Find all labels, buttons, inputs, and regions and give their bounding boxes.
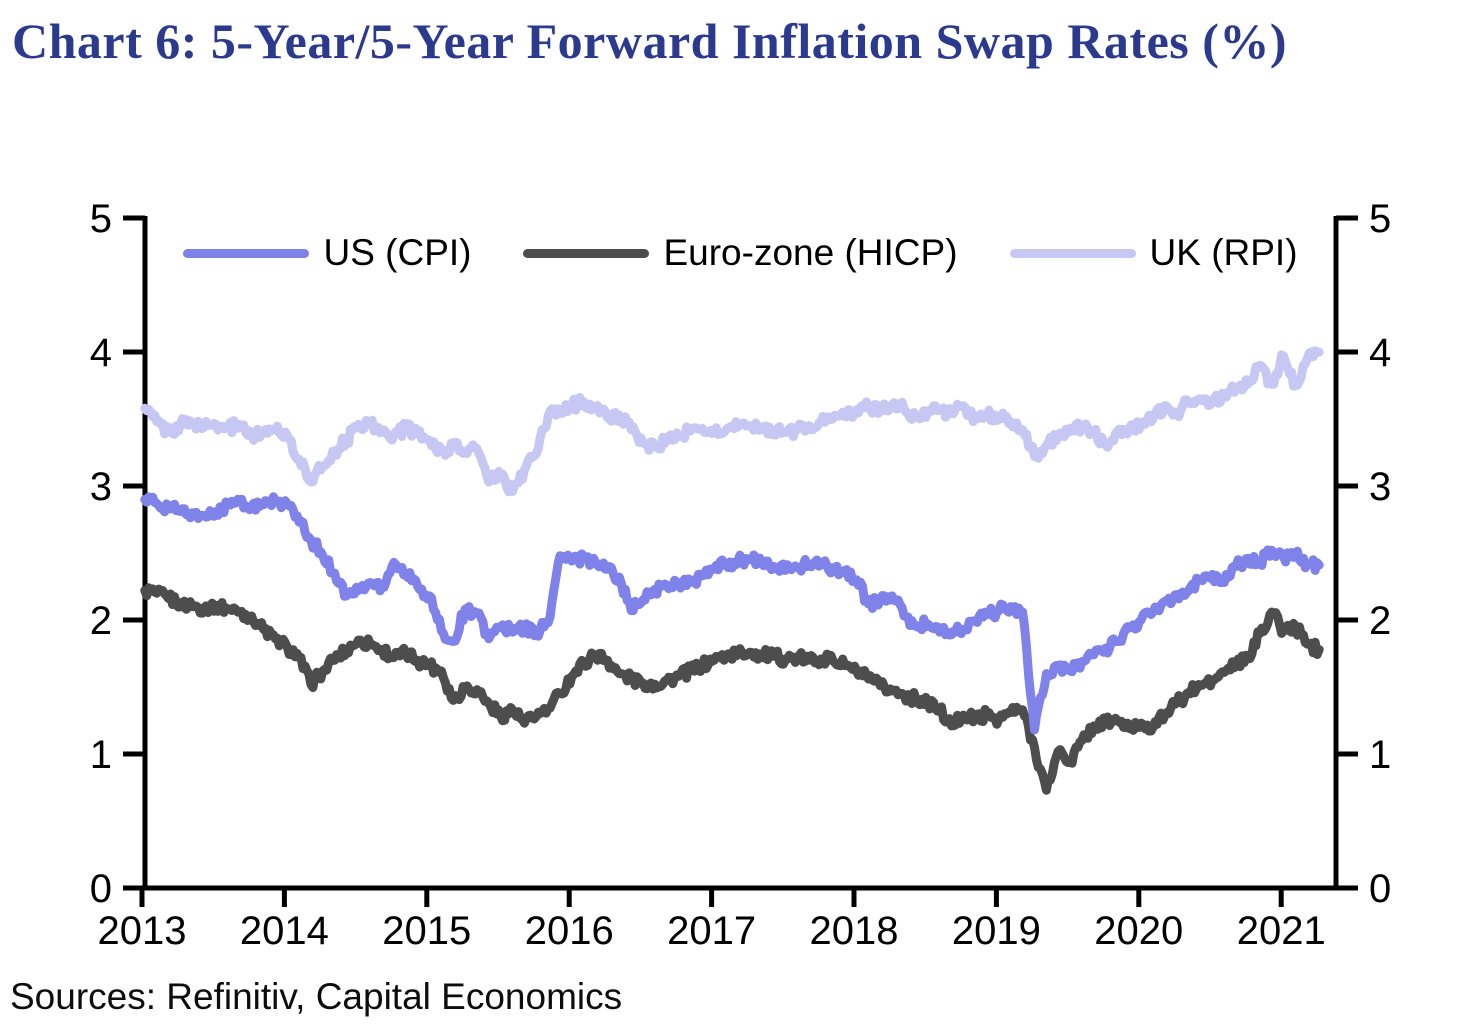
x-axis-tick-label: 2017 (667, 909, 756, 953)
legend-label-uk-rpi: UK (RPI) (1149, 232, 1298, 273)
x-axis-tick-label: 2019 (952, 909, 1041, 953)
x-axis-tick-label: 2013 (98, 909, 187, 953)
source-note: Sources: Refinitiv, Capital Economics (10, 976, 623, 1017)
y-axis-right-tick-label: 2 (1369, 599, 1391, 643)
uk-rpi-line-swatch (1009, 248, 1136, 258)
y-axis-right-tick-label: 5 (1369, 197, 1391, 241)
series-line-euro-zone-hicp (140, 583, 1324, 795)
legend-item-eurozone-hicp: Euro-zone (HICP) (523, 232, 958, 274)
y-axis-left-tick-label: 0 (90, 867, 112, 911)
x-axis-tick-label: 2018 (810, 909, 899, 953)
chart-title: Chart 6: 5-Year/5-Year Forward Inflation… (12, 13, 1288, 69)
series-line-uk-rpi (140, 346, 1324, 497)
eurozone-hicp-line-swatch (523, 248, 650, 258)
chart-legend: US (CPI) Euro-zone (HICP) UK (RPI) (145, 228, 1336, 278)
y-axis-right-tick-label: 4 (1369, 331, 1391, 375)
y-axis-left-tick-label: 3 (90, 465, 112, 509)
y-axis-left-tick-label: 5 (90, 197, 112, 241)
y-axis-right-tick-label: 0 (1369, 867, 1391, 911)
legend-label-eurozone-hicp: Euro-zone (HICP) (663, 232, 958, 273)
y-axis-left-tick-label: 1 (90, 733, 112, 777)
legend-item-us-cpi: US (CPI) (183, 232, 471, 274)
legend-item-uk-rpi: UK (RPI) (1009, 232, 1298, 274)
y-axis-right-tick-label: 3 (1369, 465, 1391, 509)
x-axis-tick-label: 2016 (525, 909, 614, 953)
x-axis-tick-label: 2014 (240, 909, 329, 953)
us-cpi-line-swatch (183, 248, 310, 258)
x-axis-tick-label: 2015 (382, 909, 471, 953)
series-line-us-cpi (140, 492, 1324, 735)
legend-label-us-cpi: US (CPI) (323, 232, 472, 273)
x-axis-tick-label: 2021 (1237, 909, 1326, 953)
y-axis-left-tick-label: 4 (90, 331, 112, 375)
x-axis-tick-label: 2020 (1094, 909, 1183, 953)
y-axis-left-tick-label: 2 (90, 599, 112, 643)
y-axis-right-tick-label: 1 (1369, 733, 1391, 777)
